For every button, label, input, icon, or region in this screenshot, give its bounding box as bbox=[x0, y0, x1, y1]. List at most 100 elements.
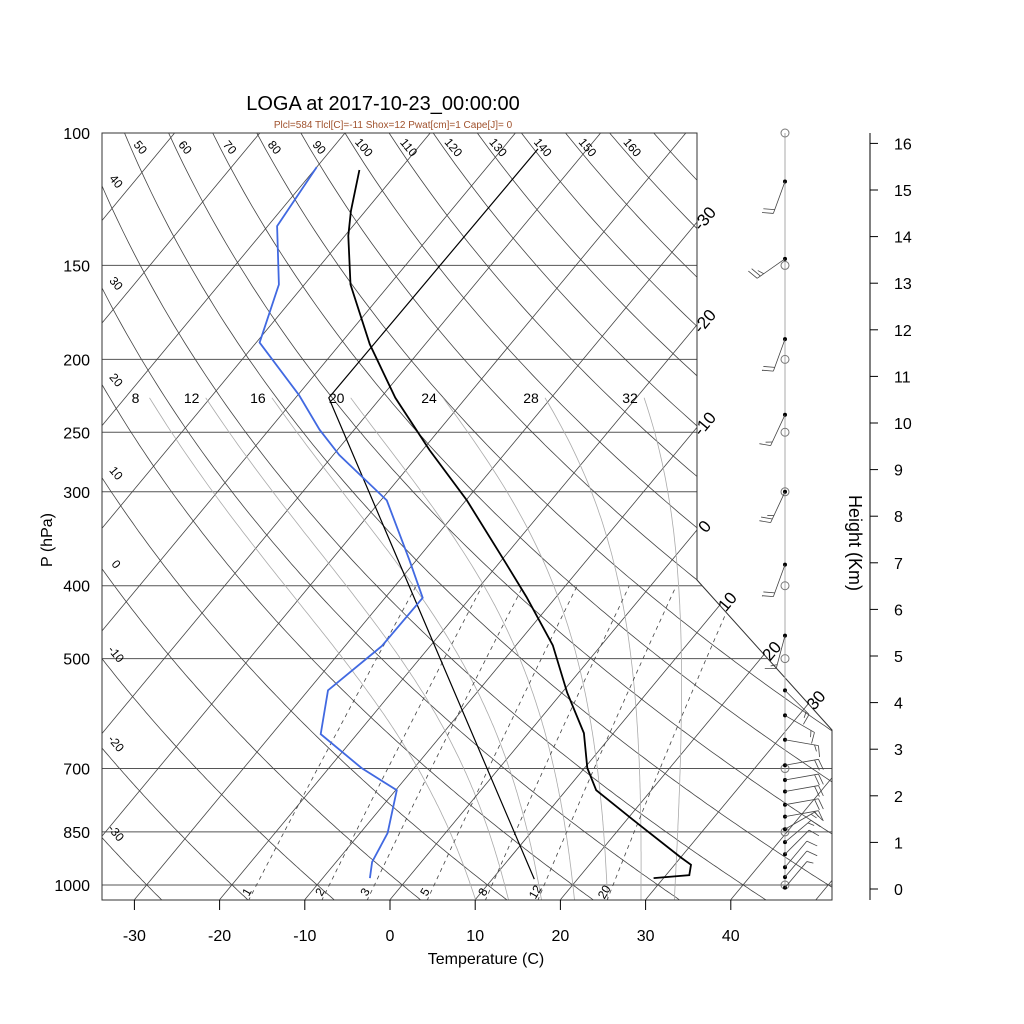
wind-barb-feather bbox=[810, 819, 821, 828]
pressure-tick-label: 1000 bbox=[54, 878, 90, 895]
isotherm-label: 0 bbox=[694, 517, 715, 536]
wind-barb-feather bbox=[761, 212, 774, 214]
isotherm-label: 10 bbox=[714, 588, 741, 615]
wind-barb-feather bbox=[748, 270, 758, 279]
wind-barb-feather bbox=[810, 813, 817, 819]
isotherm-label: -30 bbox=[690, 203, 720, 234]
height-tick-label: 9 bbox=[894, 463, 903, 480]
moist-adiabat-line bbox=[205, 397, 510, 900]
height-tick-label: 12 bbox=[894, 323, 912, 340]
height-tick-label: 6 bbox=[894, 602, 903, 619]
wind-barb-staff bbox=[772, 339, 786, 372]
dry-adiabat-label: -20 bbox=[105, 732, 127, 755]
wind-barb-feather bbox=[806, 840, 818, 847]
height-tick-label: 2 bbox=[894, 789, 903, 806]
moist-adiabat-label: 24 bbox=[421, 390, 437, 406]
isotherm-line bbox=[102, 133, 601, 900]
height-axis-label: Height (Km) bbox=[845, 495, 865, 591]
pressure-tick-label: 150 bbox=[63, 258, 90, 275]
chart-title: LOGA at 2017-10-23_00:00:00 bbox=[246, 93, 520, 115]
height-tick-label: 4 bbox=[894, 696, 903, 713]
dry-adiabat-line bbox=[653, 133, 832, 900]
wind-barb-staff bbox=[784, 785, 819, 792]
isotherm-line bbox=[133, 133, 772, 900]
height-tick-label: 1 bbox=[894, 835, 903, 852]
dry-adiabat-line bbox=[102, 133, 595, 900]
height-tick-label: 10 bbox=[894, 416, 912, 433]
dry-adiabat-label: 160 bbox=[620, 135, 644, 160]
wind-barb-feather bbox=[814, 774, 820, 786]
dry-adiabat-label: 110 bbox=[397, 136, 420, 160]
isotherm-line bbox=[102, 133, 346, 900]
wind-barb-feather bbox=[759, 443, 771, 447]
wind-barb-feather bbox=[818, 785, 824, 797]
wind-barb-feather bbox=[814, 811, 823, 821]
standard-level-marker bbox=[780, 581, 790, 591]
wind-barb-staff bbox=[784, 715, 815, 733]
wind-barb-staff bbox=[784, 758, 819, 766]
isotherm-line bbox=[559, 133, 832, 900]
standard-level-marker bbox=[780, 354, 790, 364]
x-tick-label: -10 bbox=[293, 928, 316, 945]
isotherm-line bbox=[219, 133, 832, 900]
dry-adiabat-label: 80 bbox=[265, 138, 285, 157]
height-tick-label: 15 bbox=[894, 183, 912, 200]
standard-level-marker bbox=[780, 487, 790, 497]
wind-barb-feather bbox=[818, 798, 824, 810]
pressure-tick-label: 300 bbox=[63, 485, 90, 502]
isotherm-label: 30 bbox=[803, 687, 830, 714]
wind-barb-staff bbox=[775, 635, 786, 669]
pressure-tick-label: 400 bbox=[63, 579, 90, 596]
height-tick-label: 7 bbox=[894, 556, 903, 573]
wind-barb-feather bbox=[761, 516, 773, 520]
dry-adiabat-line bbox=[476, 133, 832, 900]
dry-adiabat-label: 20 bbox=[106, 370, 126, 389]
wind-barb-feather bbox=[803, 714, 810, 725]
wind-barb-feather bbox=[763, 366, 775, 368]
profiles bbox=[258, 148, 692, 880]
dry-adiabat-line bbox=[124, 133, 832, 900]
dry-adiabat-label: 100 bbox=[352, 135, 376, 160]
wind-barb-feather bbox=[806, 861, 814, 864]
wind-barb-staff bbox=[772, 564, 786, 597]
wind-barb-feather bbox=[818, 773, 824, 785]
standard-level-marker bbox=[780, 260, 790, 270]
chart-subtitle: Plcl=584 Tlcl[C]=-11 Shox=12 Pwat[cm]=1 … bbox=[274, 120, 513, 131]
wind-barb-feather bbox=[814, 786, 820, 797]
mixing-ratio-line bbox=[366, 585, 524, 900]
wind-barb-feather bbox=[808, 829, 820, 837]
dry-adiabat-line bbox=[102, 133, 250, 900]
dewpoint-line bbox=[258, 166, 424, 879]
moist-adiabat-label: 8 bbox=[132, 390, 140, 406]
isotherm-label: -10 bbox=[690, 408, 720, 439]
moist-adiabat-line bbox=[643, 397, 682, 900]
isotherm-line bbox=[389, 133, 832, 900]
wind-barb-staff bbox=[772, 181, 786, 214]
wind-barb-staff bbox=[784, 819, 812, 843]
dry-adiabat-label: 30 bbox=[106, 274, 126, 293]
wind-barb-feather bbox=[770, 664, 778, 667]
moist-adiabat-line bbox=[544, 397, 642, 900]
wind-barb-feather bbox=[818, 745, 820, 758]
mixing-ratio-label: 20 bbox=[595, 882, 614, 901]
x-tick-label: 10 bbox=[466, 928, 484, 945]
moist-adiabat-line bbox=[350, 397, 575, 900]
isotherm-line bbox=[102, 133, 431, 900]
wind-barb-feather bbox=[818, 759, 824, 770]
x-axis-label: Temperature (C) bbox=[428, 951, 544, 968]
wind-barb-feather bbox=[814, 759, 820, 771]
wind-barb-staff bbox=[770, 414, 786, 446]
height-tick-label: 0 bbox=[894, 882, 903, 899]
mixing-ratio-label: 12 bbox=[526, 882, 545, 901]
dry-adiabat-line bbox=[102, 133, 509, 900]
x-tick-label: 40 bbox=[722, 928, 740, 945]
dry-adiabat-label: 0 bbox=[109, 557, 124, 571]
isotherm-label: -20 bbox=[690, 306, 720, 337]
wind-barb-staff bbox=[784, 810, 819, 817]
wind-barb-staff bbox=[784, 690, 810, 715]
wind-barb-feather bbox=[818, 810, 824, 822]
wind-barb-staff bbox=[784, 811, 815, 830]
pressure-tick-label: 500 bbox=[63, 652, 90, 669]
mixing-ratio-line bbox=[247, 585, 417, 900]
mixing-ratio-line bbox=[606, 585, 739, 900]
